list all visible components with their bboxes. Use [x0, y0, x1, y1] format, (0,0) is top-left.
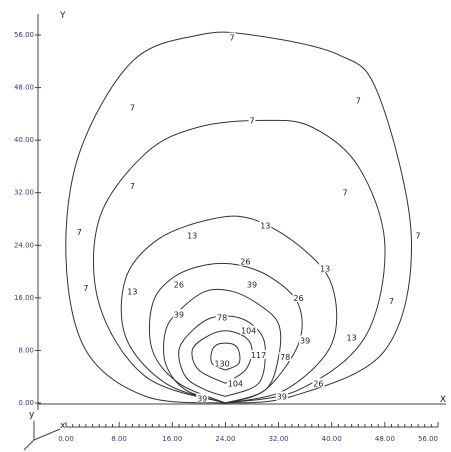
contour-label-bg: [240, 325, 258, 335]
contour-line-7-0: [65, 31, 412, 404]
contour-label-bg: [172, 309, 185, 319]
contour-label-15: 26: [240, 258, 250, 267]
x-tick-label: 16.00: [162, 435, 182, 443]
contour-line-130-7: [210, 342, 241, 371]
contour-label-bg: [239, 256, 252, 266]
y-tick-label: 40.00: [14, 136, 34, 144]
contour-label-bg: [345, 332, 358, 342]
contour-label-28: 117: [251, 351, 266, 360]
contour-label-11: 13: [260, 222, 270, 231]
contour-label-bg: [216, 312, 229, 322]
contour-label-9: 7: [389, 297, 394, 306]
contour-label-24: 78: [217, 314, 227, 323]
contour-label-bg: [246, 279, 258, 289]
contour-label-bg: [228, 32, 236, 42]
contour-label-21: 39: [300, 337, 310, 346]
contour-label-19: 39: [247, 281, 257, 290]
y-tick-label: 32.00: [14, 189, 34, 197]
x-tick-label: 24.00: [215, 435, 235, 443]
contour-label-1: 7: [130, 103, 135, 112]
contour-label-bg: [341, 187, 349, 197]
y-axis-title: Y: [59, 11, 66, 21]
contour-labels: 7 7 7 7 7 7 7 7 7 7 13 13 13 13 13 26 26 26 26 39 39 39 39 39 78…: [75, 32, 422, 403]
y-tick-label: 48.00: [14, 84, 34, 92]
contour-label-bg: [299, 335, 312, 345]
y-tick-label: 24.00: [14, 241, 34, 249]
contour-label-bg: [279, 352, 292, 361]
contour-label-18: 26: [313, 379, 323, 388]
contour-label-bg: [196, 393, 209, 403]
contour-label-27: 104: [228, 379, 243, 388]
contour-label-bg: [128, 181, 136, 191]
contour-label-bg: [82, 283, 90, 292]
contour-label-13: 13: [127, 287, 137, 296]
x-tick-label: 56.00: [418, 435, 438, 443]
x-tick-label: 8.00: [111, 435, 127, 443]
contour-label-17: 26: [293, 294, 303, 303]
corner-x-label: x: [60, 421, 66, 431]
contour-label-23: 39: [277, 392, 287, 401]
contour-label-bg: [248, 115, 256, 125]
x-tick-label: 40.00: [322, 435, 342, 443]
x-tick-label: 32.00: [269, 435, 289, 443]
contour-line-39-4: [163, 288, 282, 404]
contour-label-bg: [128, 102, 136, 112]
contour-label-bg: [172, 279, 185, 289]
contour-label-bg: [354, 95, 362, 105]
contour-label-bg: [213, 358, 231, 368]
contour-label-6: 7: [77, 228, 82, 237]
contour-label-bg: [292, 292, 305, 302]
contour-label-bg: [414, 230, 422, 240]
contour-label-5: 7: [342, 189, 347, 198]
contour-label-bg: [186, 230, 199, 240]
x-axis-title: X: [440, 395, 446, 405]
x-minor-ticks: [65, 422, 439, 428]
contour-label-3: 7: [249, 116, 254, 125]
y-tick-label: 8.00: [18, 346, 34, 354]
contour-label-16: 26: [174, 281, 184, 290]
contour-label-bg: [312, 378, 325, 388]
contour-line-7-1: [92, 119, 386, 404]
corner-x-line: [33, 428, 61, 441]
contour-line-78-5: [178, 315, 266, 397]
contour-line-26-3: [148, 262, 303, 404]
contour-label-bg: [319, 263, 332, 273]
contour-label-2: 7: [356, 97, 361, 106]
x-tick-label: 48.00: [375, 435, 395, 443]
contour-label-22: 39: [197, 394, 207, 403]
contour-label-7: 7: [416, 231, 421, 240]
contour-label-bg: [275, 391, 288, 401]
contour-label-10: 13: [187, 231, 197, 240]
contour-label-26: 104: [241, 327, 256, 336]
contour-label-0: 7: [230, 34, 235, 43]
contour-label-29: 130: [214, 360, 229, 369]
x-tick-label: 0.00: [58, 435, 74, 443]
contour-label-bg: [250, 350, 268, 359]
y-tick-label: 0.00: [18, 399, 34, 407]
y-tick-label: 56.00: [14, 31, 34, 39]
contour-label-bg: [126, 286, 139, 296]
contour-label-12: 13: [320, 264, 330, 273]
contour-label-bg: [226, 378, 244, 388]
contour-label-bg: [259, 220, 272, 230]
x-ticks: 0.00 8.00 16.00 24.00 32.00 40.00 48.00 56.00: [58, 435, 438, 443]
contour-line-13-2: [120, 215, 338, 404]
axes: 0.00 8.00 16.00 24.00 32.00 40.00 48.00 56.00 0…: [14, 11, 446, 451]
contour-label-8: 7: [83, 284, 88, 293]
y-tick-label: 16.00: [14, 294, 34, 302]
corner-axis-indicator: y x: [23, 410, 66, 451]
y-ticks: 0.00 8.00 16.00 24.00 32.00 40.00 48.00 56.00: [14, 31, 41, 407]
contour-lines: [65, 31, 412, 404]
contour-label-bg: [388, 296, 395, 306]
contour-label-4: 7: [130, 182, 135, 191]
contour-line-104-6: [191, 330, 253, 384]
corner-z-line: [23, 439, 35, 451]
corner-y-label: y: [29, 410, 35, 420]
contour-label-25: 78: [280, 353, 290, 362]
contour-label-20: 39: [174, 310, 184, 319]
contour-label-bg: [75, 227, 83, 237]
contour-label-14: 13: [347, 333, 357, 342]
